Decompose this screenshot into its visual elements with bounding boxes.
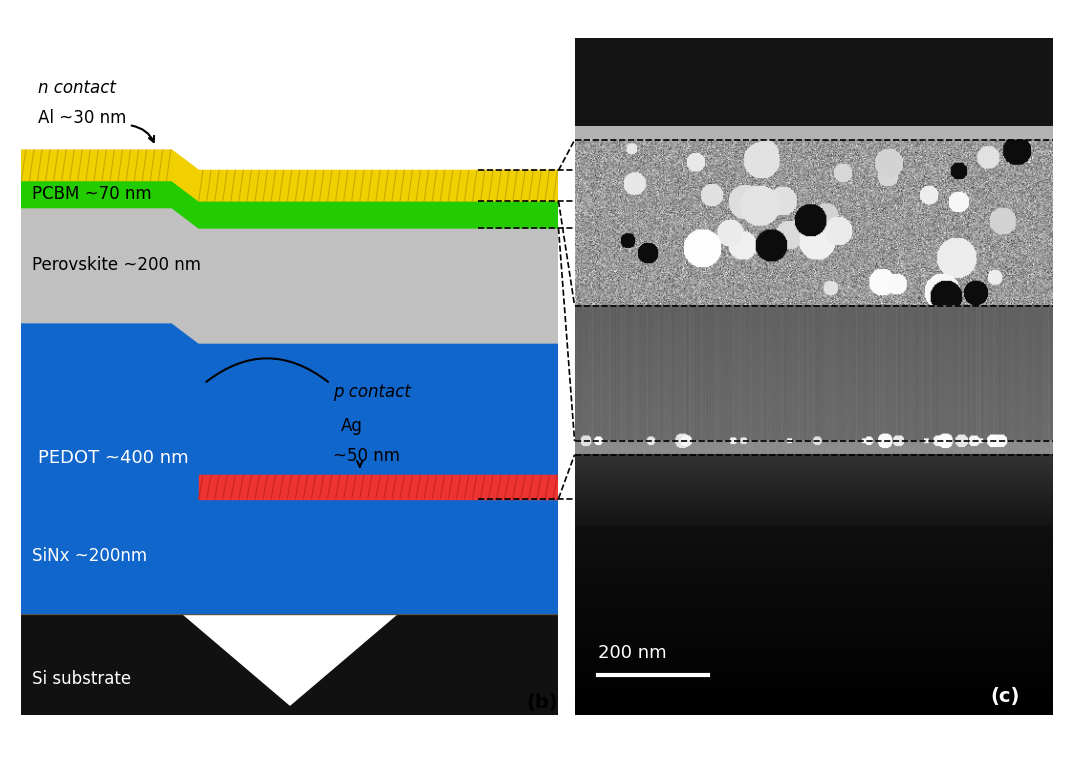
Polygon shape xyxy=(199,475,558,498)
Text: PEDOT ~400 nm: PEDOT ~400 nm xyxy=(38,449,188,467)
Text: Al ~30 nm: Al ~30 nm xyxy=(38,109,126,127)
Text: SiNx ~200nm: SiNx ~200nm xyxy=(32,547,147,565)
Text: PCBM ~70 nm: PCBM ~70 nm xyxy=(32,185,151,203)
Text: ~50 nm: ~50 nm xyxy=(333,448,400,465)
Text: n contact: n contact xyxy=(38,78,116,97)
Bar xyxy=(21,498,558,614)
Polygon shape xyxy=(21,302,558,614)
Polygon shape xyxy=(21,208,558,343)
Polygon shape xyxy=(183,614,397,705)
Text: Si substrate: Si substrate xyxy=(32,670,131,688)
Text: p contact: p contact xyxy=(333,383,411,401)
Text: Ag: Ag xyxy=(342,417,363,435)
Text: (b): (b) xyxy=(526,694,557,712)
Polygon shape xyxy=(21,150,558,201)
Text: 200 nm: 200 nm xyxy=(598,644,667,661)
Polygon shape xyxy=(21,181,558,228)
Bar xyxy=(21,614,558,715)
Text: (c): (c) xyxy=(990,687,1020,706)
Text: Perovskite ~200 nm: Perovskite ~200 nm xyxy=(32,256,201,275)
